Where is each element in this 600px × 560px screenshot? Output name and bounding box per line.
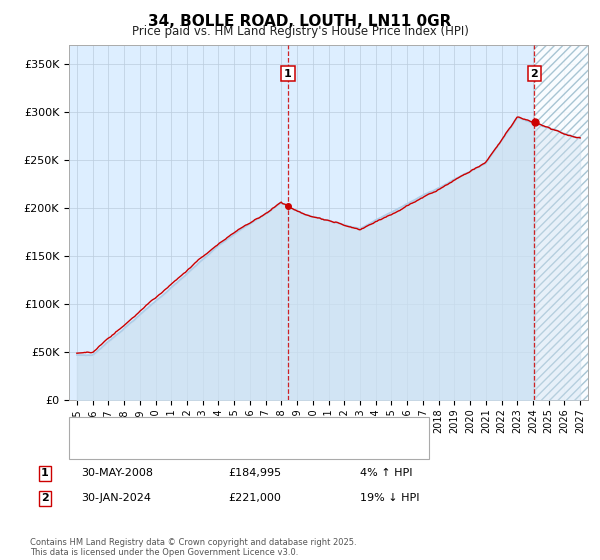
Text: 2: 2 — [530, 69, 538, 78]
Text: 30-MAY-2008: 30-MAY-2008 — [81, 468, 153, 478]
Text: 34, BOLLE ROAD, LOUTH, LN11 0GR (detached house): 34, BOLLE ROAD, LOUTH, LN11 0GR (detache… — [96, 424, 378, 435]
Text: 1: 1 — [41, 468, 49, 478]
Text: £184,995: £184,995 — [228, 468, 281, 478]
Text: 30-JAN-2024: 30-JAN-2024 — [81, 493, 151, 503]
Text: 34, BOLLE ROAD, LOUTH, LN11 0GR: 34, BOLLE ROAD, LOUTH, LN11 0GR — [148, 14, 452, 29]
Bar — [534, 45, 588, 400]
Text: 2: 2 — [41, 493, 49, 503]
Text: Price paid vs. HM Land Registry's House Price Index (HPI): Price paid vs. HM Land Registry's House … — [131, 25, 469, 38]
Text: 4% ↑ HPI: 4% ↑ HPI — [360, 468, 413, 478]
Text: 19% ↓ HPI: 19% ↓ HPI — [360, 493, 419, 503]
Text: £221,000: £221,000 — [228, 493, 281, 503]
Text: 1: 1 — [284, 69, 292, 78]
Text: Contains HM Land Registry data © Crown copyright and database right 2025.
This d: Contains HM Land Registry data © Crown c… — [30, 538, 356, 557]
Text: HPI: Average price, detached house, East Lindsey: HPI: Average price, detached house, East… — [96, 443, 355, 453]
